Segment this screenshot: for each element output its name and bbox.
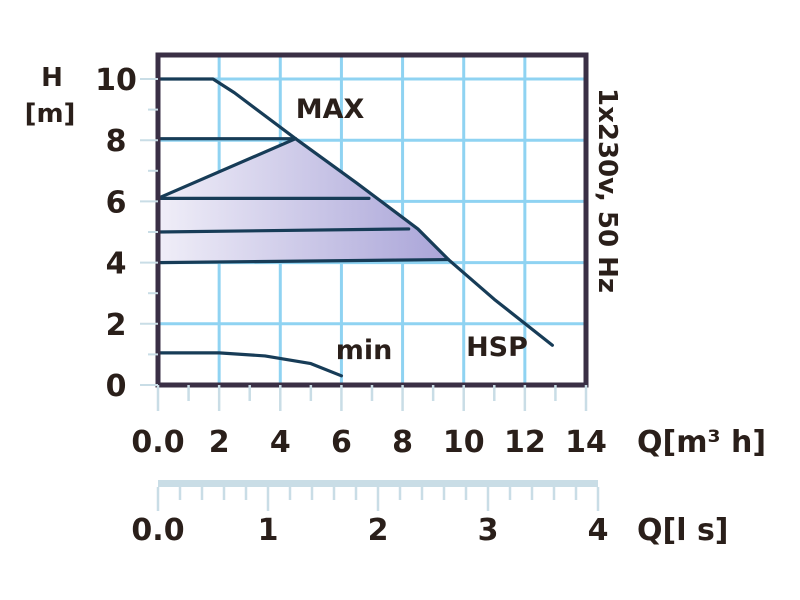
x-bottom-tick-label: 0.0 bbox=[131, 513, 184, 548]
secondary-axis-bar bbox=[158, 480, 598, 487]
x-top-tick-label: 6 bbox=[331, 425, 352, 460]
x-bottom-tick-label: 1 bbox=[258, 513, 279, 548]
y-axis-label-h: H bbox=[41, 63, 63, 93]
series-line-prop-8 bbox=[156, 137, 298, 200]
x-bottom-axis-label: Q[l s] bbox=[637, 513, 729, 548]
x-top-tick-label: 12 bbox=[504, 425, 546, 460]
x-bottom-tick-label: 4 bbox=[588, 513, 609, 548]
annotation-min: min bbox=[336, 335, 393, 366]
series-lines bbox=[156, 77, 554, 378]
series-line-min bbox=[156, 351, 344, 378]
y-tick-label: 2 bbox=[106, 308, 127, 343]
x-top-tick-label: 10 bbox=[443, 425, 485, 460]
y-tick-label: 8 bbox=[106, 124, 127, 159]
series-line-max bbox=[156, 77, 554, 347]
x-top-tick-label: 2 bbox=[209, 425, 230, 460]
x-top-tick-label: 14 bbox=[565, 425, 607, 460]
series-line-const-5 bbox=[156, 227, 411, 234]
voltage-frequency-label: 1x230v, 50 Hz bbox=[592, 88, 622, 293]
x-top-tick-label: 4 bbox=[270, 425, 291, 460]
x-top-tick-label: 0.0 bbox=[131, 425, 184, 460]
axis-tick-marks bbox=[140, 78, 600, 511]
x-top-axis-label: Q[m³ h] bbox=[637, 425, 766, 460]
series-line-const-4 bbox=[156, 257, 451, 265]
annotation-hsp: HSP bbox=[466, 332, 528, 363]
y-axis-label-unit: [m] bbox=[25, 99, 76, 129]
y-tick-label: 4 bbox=[106, 247, 127, 282]
y-tick-label: 0 bbox=[106, 369, 127, 404]
y-tick-label: 6 bbox=[106, 185, 127, 220]
y-tick-label: 10 bbox=[95, 63, 137, 98]
x-bottom-tick-label: 2 bbox=[368, 513, 389, 548]
x-bottom-tick-label: 3 bbox=[478, 513, 499, 548]
annotation-max: MAX bbox=[296, 94, 365, 125]
x-top-tick-label: 8 bbox=[392, 425, 413, 460]
